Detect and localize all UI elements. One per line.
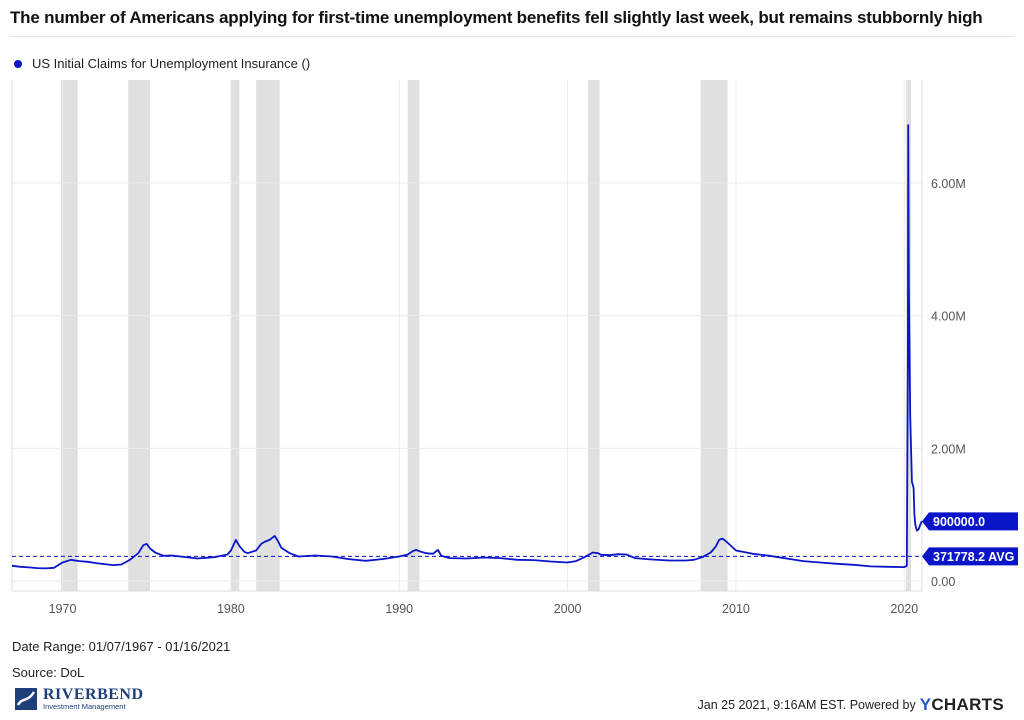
x-tick-label: 1970 — [49, 602, 77, 616]
average-value-tag-background — [922, 547, 1018, 566]
x-tick-label: 2020 — [890, 602, 918, 616]
y-tick-label: 4.00M — [931, 310, 966, 324]
ycharts-logo[interactable]: YCHARTS — [920, 695, 1004, 715]
ycharts-logo-y: Y — [919, 695, 932, 714]
date-range: Date Range: 01/07/1967 - 01/16/2021 — [12, 639, 231, 654]
credit-line: Jan 25 2021, 9:16AM EST. Powered by YCHA… — [698, 695, 1004, 715]
recession-band — [700, 80, 728, 591]
recession-band — [587, 80, 600, 591]
logo-wordmark: RIVERBEND — [43, 686, 144, 703]
recession-band — [230, 80, 240, 591]
average-value-tag-text: 371778.2 AVG — [933, 550, 1014, 564]
recession-band — [128, 80, 151, 591]
timestamp-text: Jan 25 2021, 9:16AM EST. Powered by — [697, 698, 916, 712]
last-value-tag: 900000.0 — [922, 512, 1018, 531]
title-divider — [10, 36, 1014, 37]
x-tick-label: 2000 — [554, 602, 582, 616]
ycharts-logo-rest: CHARTS — [931, 695, 1004, 714]
chart-title: The number of Americans applying for fir… — [10, 8, 983, 27]
line-chart[interactable]: 0.00 2.00M 4.00M 6.00M 1970 1980 1990 2000 2010 2… — [0, 78, 1024, 638]
recession-band — [407, 80, 420, 591]
riverbend-logo: RIVERBEND Investment Management — [14, 686, 144, 712]
legend-series-label: US Initial Claims for Unemployment Insur… — [32, 56, 311, 71]
y-tick-label: 2.00M — [931, 442, 966, 456]
legend[interactable]: US Initial Claims for Unemployment Insur… — [14, 56, 310, 71]
last-value-tag-background — [922, 512, 1018, 531]
recession-band — [60, 80, 78, 591]
y-tick-label: 0.00 — [931, 575, 955, 589]
riverbend-logo-icon — [15, 688, 37, 710]
logo-subtitle: Investment Management — [43, 702, 126, 711]
y-tick-label: 6.00M — [931, 177, 966, 191]
legend-marker — [14, 59, 22, 68]
last-value-tag-text: 900000.0 — [933, 515, 985, 529]
x-tick-label: 1990 — [385, 602, 413, 616]
x-tick-label: 1980 — [217, 602, 245, 616]
average-value-tag: 371778.2 AVG — [922, 547, 1018, 566]
recession-band — [256, 80, 280, 591]
series-line-initial-claims — [11, 124, 923, 570]
x-tick-label: 2010 — [722, 602, 750, 616]
source-label: Source: DoL — [12, 665, 85, 680]
